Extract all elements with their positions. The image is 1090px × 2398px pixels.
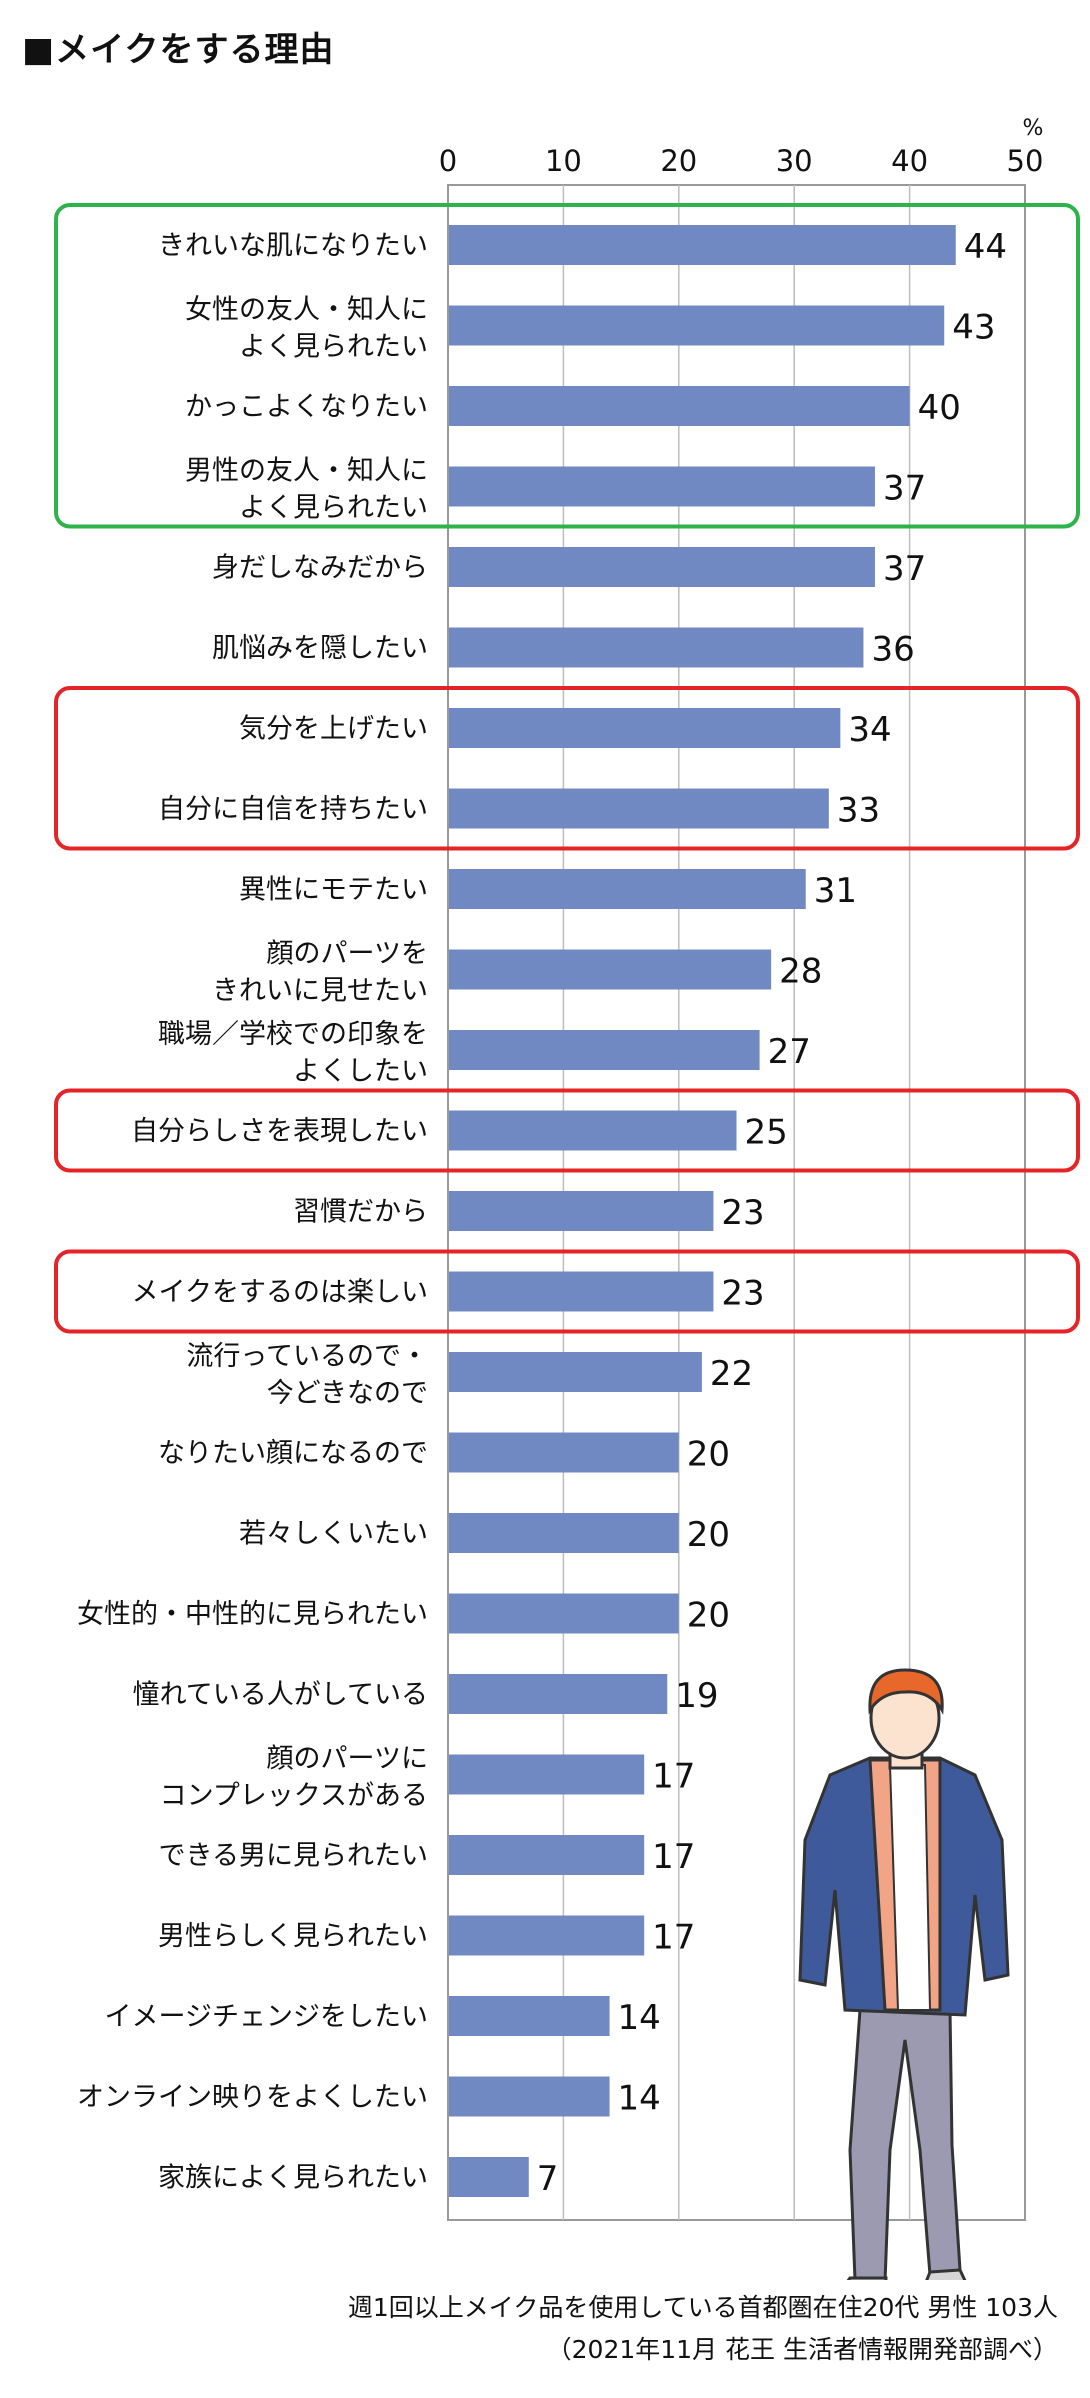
green-highlight-frame [54, 203, 1080, 529]
value-label: 17 [652, 1918, 695, 1958]
category-label: 男性らしく見られたい [158, 1921, 428, 1952]
category-label: 肌悩みを隠したい [212, 633, 428, 664]
bar [449, 547, 875, 587]
category-label: 女性の友人・知人によく見られたい [185, 295, 428, 363]
red-highlight-frame [54, 1249, 1080, 1334]
category-label: 憧れている人がしている [133, 1679, 428, 1710]
category-label: メイクをするのは楽しい [132, 1277, 428, 1308]
value-label: 37 [883, 549, 926, 589]
bar [449, 788, 829, 829]
bar [449, 386, 910, 426]
category-label: イメージチェンジをしたい [105, 2001, 428, 2032]
highlight-layer [54, 203, 1080, 1334]
bar [449, 1593, 679, 1634]
value-label: 23 [721, 1193, 764, 1233]
red-highlight-frame [54, 686, 1080, 851]
value-label: 31 [814, 871, 857, 911]
category-label: オンライン映りをよくしたい [77, 2082, 428, 2113]
category-label: 気分を上げたい [239, 713, 428, 744]
tick-label: 30 [776, 144, 813, 178]
value-label: 22 [710, 1354, 753, 1394]
value-label: 37 [883, 469, 926, 509]
chart-title: ■メイクをする理由 [22, 30, 335, 70]
category-label: 顔のパーツをきれいに見せたい [212, 939, 428, 1007]
bar-layer [449, 225, 956, 2197]
bar [449, 1271, 714, 1312]
value-label: 17 [652, 1757, 695, 1797]
bar [449, 869, 806, 909]
value-label: 27 [768, 1032, 811, 1072]
bar [449, 1352, 702, 1392]
bar [449, 1432, 679, 1473]
bar-chart: 0 10 20 30 40 50% きれいな肌になりたい 44 女性の友人・知人によく見られたい… [54, 116, 1080, 2280]
category-label: 顔のパーツにコンプレックスがある [160, 1744, 428, 1812]
bar [449, 1191, 714, 1231]
bar [449, 2076, 610, 2117]
category-label: きれいな肌になりたい [158, 230, 428, 261]
survey-source: （2021年11月 花王 生活者情報開発部調べ） [546, 2335, 1058, 2364]
category-label: 職場／学校での印象をよくしたい [158, 1019, 428, 1087]
value-label: 23 [721, 1274, 764, 1314]
plot-frame [447, 184, 1026, 2221]
category-label: 家族によく見られたい [158, 2162, 428, 2193]
tick-label: 50 [1007, 144, 1044, 178]
bar [449, 627, 864, 668]
category-label: 女性的・中性的に見られたい [77, 1599, 428, 1630]
value-label: 44 [964, 227, 1007, 267]
value-label: 20 [687, 1515, 730, 1555]
unit-label: % [1023, 116, 1044, 141]
value-label: 17 [652, 1837, 695, 1877]
tick-label: 40 [891, 144, 928, 178]
label-layer: 0 10 20 30 40 50% きれいな肌になりたい 44 女性の友人・知人によく見られたい… [77, 116, 1043, 2199]
category-label: 自分らしさを表現したい [131, 1116, 428, 1147]
bar [449, 1835, 645, 1875]
category-label: 若々しくいたい [239, 1518, 428, 1549]
category-label: 異性にモテたい [239, 874, 428, 905]
survey-note: 週1回以上メイク品を使用している首都圏在住20代 男性 103人 [347, 2293, 1058, 2322]
bar [449, 708, 841, 748]
bar [449, 949, 772, 990]
man-illustration-icon [798, 1668, 1010, 2280]
grid-layer [447, 184, 1026, 2221]
category-label: なりたい顔になるので [158, 1438, 428, 1469]
value-label: 20 [687, 1435, 730, 1475]
bar [449, 1674, 668, 1714]
bar [449, 1996, 610, 2036]
category-label: 流行っているので・今どきなので [186, 1341, 428, 1409]
value-label: 25 [745, 1113, 788, 1153]
bar [449, 2157, 529, 2197]
bar [449, 1915, 645, 1956]
value-label: 14 [618, 1998, 661, 2038]
bar [449, 1513, 679, 1553]
tick-label: 10 [545, 144, 582, 178]
value-label: 19 [675, 1676, 718, 1716]
value-label: 7 [537, 2159, 559, 2199]
category-label: 自分に自信を持ちたい [158, 794, 428, 825]
bar [449, 1754, 645, 1795]
bar [449, 1110, 737, 1151]
tick-label: 20 [660, 144, 697, 178]
value-label: 33 [837, 791, 880, 831]
red-highlight-frame [54, 1088, 1080, 1173]
value-label: 40 [918, 388, 961, 428]
category-label: 身だしなみだから [212, 552, 428, 583]
bar [449, 305, 945, 346]
bar [449, 466, 875, 507]
value-label: 20 [687, 1596, 730, 1636]
category-label: かっこよくなりたい [185, 391, 428, 422]
bar [449, 1030, 760, 1070]
bar [449, 225, 956, 265]
value-label: 36 [871, 630, 914, 670]
value-label: 43 [952, 308, 995, 348]
value-label: 14 [618, 2079, 661, 2119]
category-label: 男性の友人・知人によく見られたい [185, 456, 428, 524]
tick-label: 0 [439, 144, 457, 178]
value-label: 28 [779, 952, 822, 992]
category-label: できる男に見られたい [159, 1840, 428, 1871]
value-label: 34 [848, 710, 891, 750]
category-label: 習慣だから [293, 1196, 428, 1227]
